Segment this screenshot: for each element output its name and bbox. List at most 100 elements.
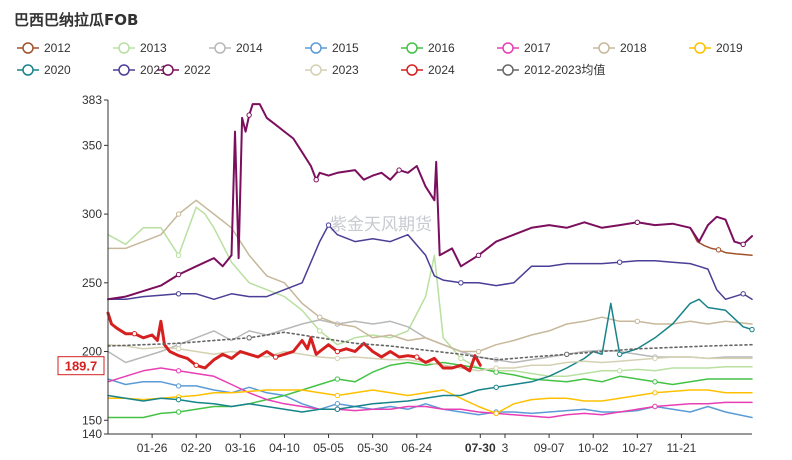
series-point-2022: [740, 241, 746, 248]
series-point-2013: [458, 355, 464, 362]
x-tick-label: 06-24: [401, 441, 432, 455]
series-point-2018: [175, 211, 182, 217]
series-point-2020: [334, 406, 341, 412]
y-tick-label: 140: [82, 427, 102, 441]
series-point-2022: [246, 112, 252, 118]
series-point-2022: [475, 252, 482, 259]
series-point-2024: [414, 354, 420, 360]
x-tick-label: 3: [502, 441, 509, 455]
legend-label: 2016: [428, 41, 455, 55]
series-point-2013: [317, 328, 323, 334]
y-tick-label: 200: [82, 345, 102, 359]
series-point-2012: [715, 247, 722, 253]
series-point-2020: [749, 326, 755, 333]
legend-swatch-icon: [113, 42, 135, 54]
x-tick-label: 05-05: [313, 441, 344, 455]
last-value-label: 189.7: [57, 356, 105, 376]
legend-swatch-icon: [401, 42, 423, 54]
series-point-2016: [652, 379, 658, 385]
legend-swatch-icon: [401, 64, 423, 76]
series-point-2012-2023: [564, 351, 570, 357]
series-point-2018: [475, 348, 482, 355]
y-tick-label: 150: [82, 413, 102, 427]
series-point-2021: [325, 222, 332, 228]
series-line-2012-2023: [107, 331, 753, 361]
series-point-2019: [493, 410, 499, 417]
legend-swatch-icon: [17, 64, 39, 76]
last-value-text: 189.7: [65, 359, 98, 374]
series-point-2018: [634, 318, 641, 324]
legend-label: 2020: [44, 63, 71, 77]
series-point-2022: [175, 271, 182, 278]
legend-label: 2018: [620, 41, 647, 55]
legend-label: 2019: [716, 41, 743, 55]
x-tick-label: 10-02: [578, 441, 609, 455]
series-point-2013: [616, 368, 623, 374]
x-tick-label: 10-27: [622, 441, 653, 455]
chart-title: 巴西巴纳拉瓜FOB: [14, 11, 139, 29]
x-tick-label: 01-26: [137, 441, 168, 455]
series-line-2018: [107, 199, 753, 353]
series-point-2013: [175, 252, 182, 259]
series-point-2022: [396, 167, 402, 173]
series-point-2016: [175, 409, 182, 415]
series-point-2021: [616, 259, 623, 265]
legend-swatch-icon: [305, 64, 327, 76]
legend-swatch-icon: [113, 64, 135, 76]
legend-swatch-icon: [17, 42, 39, 54]
y-tick-label: 350: [82, 138, 102, 152]
series-point-2024: [334, 348, 341, 355]
series-line-2017: [107, 367, 753, 419]
legend-swatch-icon: [497, 64, 519, 76]
series-point-2015: [334, 401, 341, 407]
legend-label: 2017: [524, 41, 551, 55]
legend-label: 2015: [332, 41, 359, 55]
series-point-2020: [493, 384, 499, 390]
series-point-2021: [458, 280, 464, 286]
legend-label: 2024: [428, 63, 455, 77]
series-point-2017: [652, 403, 658, 410]
legend-swatch-icon: [209, 42, 231, 54]
x-tick-label: 03-16: [225, 441, 256, 455]
series-line-2020: [107, 298, 753, 413]
series-line-2019: [107, 389, 753, 415]
series-line-2021: [107, 224, 753, 301]
legend-label: 2023: [332, 63, 359, 77]
series-point-2016: [334, 376, 341, 382]
series-point-2023: [652, 355, 658, 362]
legend-label: 2013: [140, 41, 167, 55]
series-point-2020: [616, 351, 623, 357]
series-point-2020: [175, 396, 182, 403]
y-tick-label: 300: [82, 207, 102, 221]
series-line-2022: [107, 103, 753, 301]
series-line-2016: [107, 361, 753, 419]
series-point-2019: [652, 390, 658, 396]
series-point-2015: [175, 383, 182, 389]
legend-label: 2014: [236, 41, 263, 55]
x-tick-label: 11-21: [667, 441, 697, 455]
watermark: 紫金天风期货: [330, 215, 432, 235]
series-point-2023: [493, 365, 499, 371]
series-point-2019: [334, 392, 341, 399]
legend-label: 2012: [44, 41, 71, 55]
series-point-2017: [175, 368, 182, 374]
series-point-2021: [175, 291, 182, 297]
legend-label: 2021: [140, 63, 167, 77]
series-point-2024: [131, 330, 138, 337]
legend-swatch-icon: [689, 42, 711, 54]
series-line-2015: [107, 378, 753, 419]
series-point-2022: [313, 177, 319, 183]
series-point-2024: [193, 362, 199, 368]
x-tick-label: 07-30: [465, 441, 496, 455]
series-point-2023: [334, 355, 341, 362]
x-tick-label: 02-20: [181, 441, 212, 455]
series-point-2022: [634, 219, 641, 226]
legend-swatch-icon: [157, 64, 179, 76]
x-tick-label: 04-10: [269, 441, 300, 455]
legend-swatch-icon: [305, 42, 327, 54]
series-point-2018: [317, 314, 323, 320]
series-layer: [106, 103, 755, 419]
legend-label: 2022: [184, 63, 211, 77]
series-point-2012-2023: [246, 335, 252, 341]
